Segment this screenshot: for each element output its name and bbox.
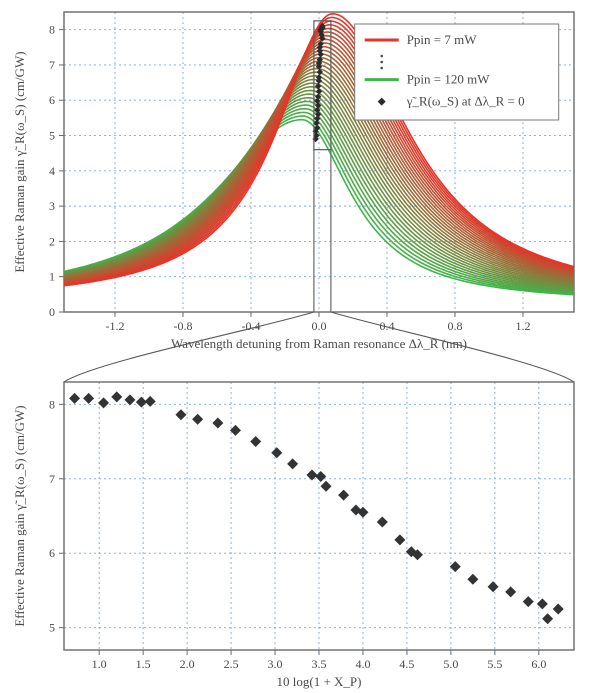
figure-svg: -1.2-0.8-0.40.00.40.81.2012345678Ppin = … (0, 0, 592, 693)
svg-text:7: 7 (49, 58, 55, 72)
svg-text:2.0: 2.0 (180, 657, 195, 671)
svg-text:1.5: 1.5 (136, 657, 151, 671)
svg-text:10 log(1 + X_P): 10 log(1 + X_P) (277, 674, 362, 689)
svg-text:Effective Raman gain γ̃_R(ω_S: Effective Raman gain γ̃_R(ω_S) (cm/GW) (12, 405, 27, 626)
svg-text:6: 6 (49, 546, 55, 560)
svg-text:-1.2: -1.2 (106, 319, 125, 333)
svg-text:Wavelength detuning from Raman: Wavelength detuning from Raman resonance… (171, 336, 467, 351)
svg-text:4: 4 (49, 164, 55, 178)
svg-text:5.0: 5.0 (443, 657, 458, 671)
svg-text:γ̃_R(ω_S) at Δλ_R = 0: γ̃_R(ω_S) at Δλ_R = 0 (406, 94, 525, 109)
svg-text:3: 3 (49, 199, 55, 213)
svg-text:Ppin = 7 mW: Ppin = 7 mW (407, 32, 478, 47)
svg-text:1: 1 (49, 270, 55, 284)
svg-text:-0.8: -0.8 (174, 319, 193, 333)
svg-text:5: 5 (49, 129, 55, 143)
svg-text:3.5: 3.5 (312, 657, 327, 671)
svg-text:4.5: 4.5 (399, 657, 414, 671)
svg-text:8: 8 (49, 397, 55, 411)
svg-text:2: 2 (49, 234, 55, 248)
svg-text:4.0: 4.0 (355, 657, 370, 671)
svg-text:0: 0 (49, 305, 55, 319)
svg-text:5: 5 (49, 621, 55, 635)
svg-text:7: 7 (49, 472, 55, 486)
svg-text:3.0: 3.0 (268, 657, 283, 671)
svg-text:Ppin = 120 mW: Ppin = 120 mW (407, 72, 491, 87)
svg-text:6.0: 6.0 (531, 657, 546, 671)
svg-text:8: 8 (49, 23, 55, 37)
svg-text:6: 6 (49, 93, 55, 107)
figure-container: { "figure": { "width": 592, "height": 69… (0, 0, 592, 693)
svg-text:1.0: 1.0 (92, 657, 107, 671)
svg-text:-0.4: -0.4 (242, 319, 261, 333)
svg-text:0.0: 0.0 (312, 319, 327, 333)
svg-text:Effective Raman gain γ̃_R(ω_S: Effective Raman gain γ̃_R(ω_S) (cm/GW) (12, 51, 27, 272)
svg-text:0.8: 0.8 (448, 319, 463, 333)
svg-text:5.5: 5.5 (487, 657, 502, 671)
svg-text:2.5: 2.5 (224, 657, 239, 671)
svg-text:1.2: 1.2 (516, 319, 531, 333)
